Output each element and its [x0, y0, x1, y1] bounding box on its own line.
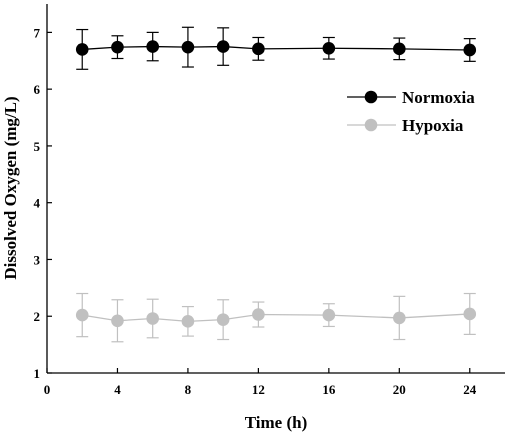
- data-point: [111, 40, 124, 54]
- data-point: [393, 42, 406, 56]
- x-tick-label: 0: [44, 382, 51, 397]
- x-tick-label: 8: [185, 382, 192, 397]
- y-tick-label: 4: [34, 196, 41, 211]
- axes: [46, 4, 505, 374]
- y-tick-label: 5: [34, 139, 41, 154]
- data-point: [463, 307, 477, 321]
- data-point: [252, 42, 265, 56]
- data-point: [181, 315, 195, 328]
- data-point: [146, 40, 159, 53]
- data-point: [322, 308, 336, 322]
- series-hypoxia: [75, 292, 477, 343]
- y-tick-label: 6: [34, 82, 41, 97]
- y-tick-label: 7: [34, 25, 41, 40]
- data-point: [146, 312, 159, 325]
- x-tick-label: 20: [393, 382, 406, 397]
- x-tick-label: 24: [463, 382, 477, 397]
- y-axis-title: Dissolved Oxygen (mg/L): [1, 96, 20, 279]
- data-point: [75, 43, 89, 56]
- x-tick-label: 12: [252, 382, 265, 397]
- y-tick-label: 2: [34, 309, 41, 324]
- x-tick-label: 4: [114, 382, 121, 397]
- data-point: [216, 313, 230, 326]
- legend-label: Hypoxia: [402, 116, 464, 135]
- legend-item-hypoxia: Hypoxia: [347, 116, 464, 135]
- legend-label: Normoxia: [402, 88, 475, 107]
- data-point: [252, 308, 265, 321]
- data-point: [216, 40, 230, 53]
- series-line: [82, 313, 470, 322]
- data-point: [111, 314, 124, 328]
- x-axis-title: Time (h): [245, 413, 308, 432]
- legend: Normoxia Hypoxia: [347, 88, 475, 135]
- series-line: [82, 45, 470, 51]
- data-point: [463, 43, 477, 57]
- y-tick-label: 3: [34, 252, 41, 267]
- series-layer: [75, 26, 477, 343]
- data-point: [393, 311, 406, 325]
- legend-marker: [364, 90, 378, 104]
- y-tick-label: 1: [34, 366, 41, 381]
- legend-item-normoxia: Normoxia: [347, 88, 475, 107]
- data-point: [181, 40, 195, 54]
- data-point: [75, 308, 89, 322]
- legend-marker: [364, 118, 378, 132]
- data-point: [322, 41, 336, 55]
- x-tick-label: 16: [322, 382, 336, 397]
- series-normoxia: [75, 26, 477, 70]
